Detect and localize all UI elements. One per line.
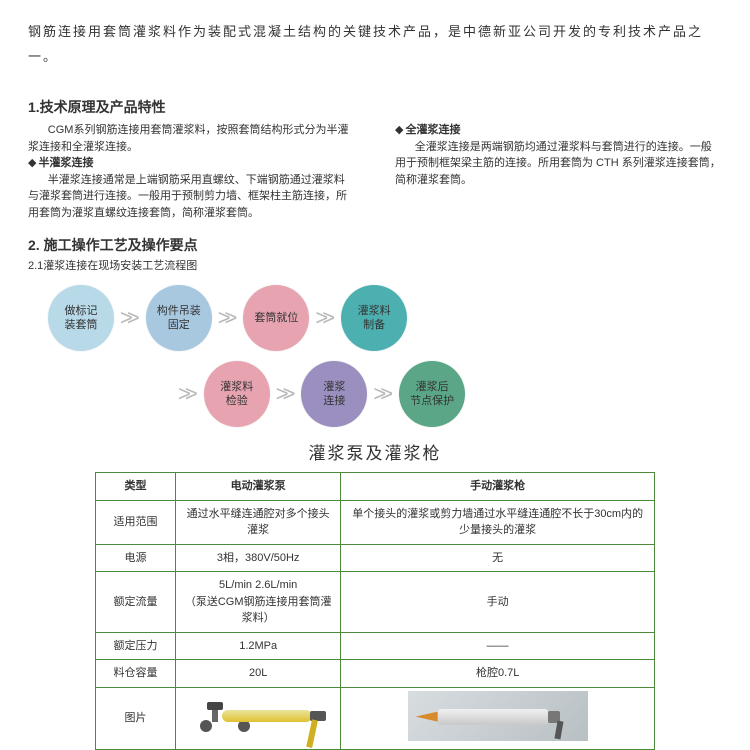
table-row: 额定流量 5L/min 2.6L/min （泵送CGM钢筋连接用套筒灌浆料） 手… — [96, 572, 655, 633]
cell: 手动 — [341, 572, 655, 633]
flow-row-1: 做标记 装套筒 >> 构件吊装 固定 >> 套筒就位 >> 灌浆料 制备 — [48, 285, 722, 351]
flow-arrow-icon: >> — [315, 301, 329, 334]
flow-node: 灌浆 连接 — [301, 361, 367, 427]
col-header: 手动灌浆枪 — [341, 473, 655, 501]
col-left: CGM系列钢筋连接用套筒灌浆料，按照套筒结构形式分为半灌浆连接和全灌浆连接。 半… — [28, 122, 355, 221]
col-right: 全灌浆连接 全灌浆连接是两端钢筋均通过灌浆料与套筒进行的连接。一般用于预制框架梁… — [395, 122, 722, 221]
half-grout-heading: 半灌浆连接 — [28, 155, 355, 172]
full-grout-body: 全灌浆连接是两端钢筋均通过灌浆料与套筒进行的连接。一般用于预制框架梁主筋的连接。… — [395, 139, 722, 189]
cell: 枪腔0.7L — [341, 660, 655, 688]
full-grout-heading: 全灌浆连接 — [395, 122, 722, 139]
flow-node: 构件吊装 固定 — [146, 285, 212, 351]
flowchart: 做标记 装套筒 >> 构件吊装 固定 >> 套筒就位 >> 灌浆料 制备 >> … — [48, 285, 722, 427]
table-row: 适用范围 通过水平缝连通腔对多个接头灌浆 单个接头的灌浆或剪力墙通过水平缝连通腔… — [96, 500, 655, 544]
flow-node: 灌浆后 节点保护 — [399, 361, 465, 427]
table-row: 电源 3相，380V/50Hz 无 — [96, 544, 655, 572]
gun-icon — [222, 710, 312, 722]
flow-node: 灌浆料 制备 — [341, 285, 407, 351]
intro-paragraph: 钢筋连接用套筒灌浆料作为装配式混凝土结构的关键技术产品，是中德新亚公司开发的专利… — [28, 20, 722, 69]
half-grout-body: 半灌浆连接通常是上端钢筋采用直螺纹、下端钢筋通过灌浆料与灌浆套筒进行连接。一般用… — [28, 172, 355, 222]
caulk-image-cell — [341, 687, 655, 749]
section-2-title: 2. 施工操作工艺及操作要点 — [28, 235, 722, 256]
row-label: 类型 — [96, 473, 176, 501]
table-row: 额定压力 1.2MPa —— — [96, 632, 655, 660]
cell: 1.2MPa — [176, 632, 341, 660]
row-label: 料仓容量 — [96, 660, 176, 688]
flow-arrow-icon: >> — [178, 377, 192, 410]
caulk-gun-icon — [408, 691, 588, 741]
flow-row-2: >> 灌浆料 检验 >> 灌浆 连接 >> 灌浆后 节点保护 — [178, 361, 722, 427]
col-header: 电动灌浆泵 — [176, 473, 341, 501]
section-2-caption: 2.1灌浆连接在现场安装工艺流程图 — [28, 258, 722, 275]
s1-left-lead: CGM系列钢筋连接用套筒灌浆料，按照套筒结构形式分为半灌浆连接和全灌浆连接。 — [28, 122, 355, 155]
table-title: 灌浆泵及灌浆枪 — [28, 441, 722, 467]
cell: 5L/min 2.6L/min （泵送CGM钢筋连接用套筒灌浆料） — [176, 572, 341, 633]
row-label: 适用范围 — [96, 500, 176, 544]
table-row: 类型 电动灌浆泵 手动灌浆枪 — [96, 473, 655, 501]
cell: 单个接头的灌浆或剪力墙通过水平缝连通腔不长于30cm内的少量接头的灌浆 — [341, 500, 655, 544]
flow-arrow-icon: >> — [218, 301, 232, 334]
pump-image-cell — [176, 687, 341, 749]
flow-node: 套筒就位 — [243, 285, 309, 351]
flow-node: 灌浆料 检验 — [204, 361, 270, 427]
cell: —— — [341, 632, 655, 660]
cell: 3相，380V/50Hz — [176, 544, 341, 572]
flow-arrow-icon: >> — [276, 377, 290, 410]
equipment-table: 类型 电动灌浆泵 手动灌浆枪 适用范围 通过水平缝连通腔对多个接头灌浆 单个接头… — [95, 472, 655, 750]
cell: 20L — [176, 660, 341, 688]
flow-node: 做标记 装套筒 — [48, 285, 114, 351]
row-label: 额定压力 — [96, 632, 176, 660]
table-row: 料仓容量 20L 枪腔0.7L — [96, 660, 655, 688]
row-label: 电源 — [96, 544, 176, 572]
cell: 通过水平缝连通腔对多个接头灌浆 — [176, 500, 341, 544]
section-1-columns: CGM系列钢筋连接用套筒灌浆料，按照套筒结构形式分为半灌浆连接和全灌浆连接。 半… — [28, 122, 722, 221]
table-row: 图片 — [96, 687, 655, 749]
row-label: 图片 — [96, 687, 176, 749]
flow-arrow-icon: >> — [120, 301, 134, 334]
cell: 无 — [341, 544, 655, 572]
full-grout-label: 全灌浆连接 — [405, 124, 460, 136]
section-1-title: 1.技术原理及产品特性 — [28, 97, 722, 118]
flow-arrow-icon: >> — [373, 377, 387, 410]
half-grout-label: 半灌浆连接 — [38, 157, 93, 169]
row-label: 额定流量 — [96, 572, 176, 633]
